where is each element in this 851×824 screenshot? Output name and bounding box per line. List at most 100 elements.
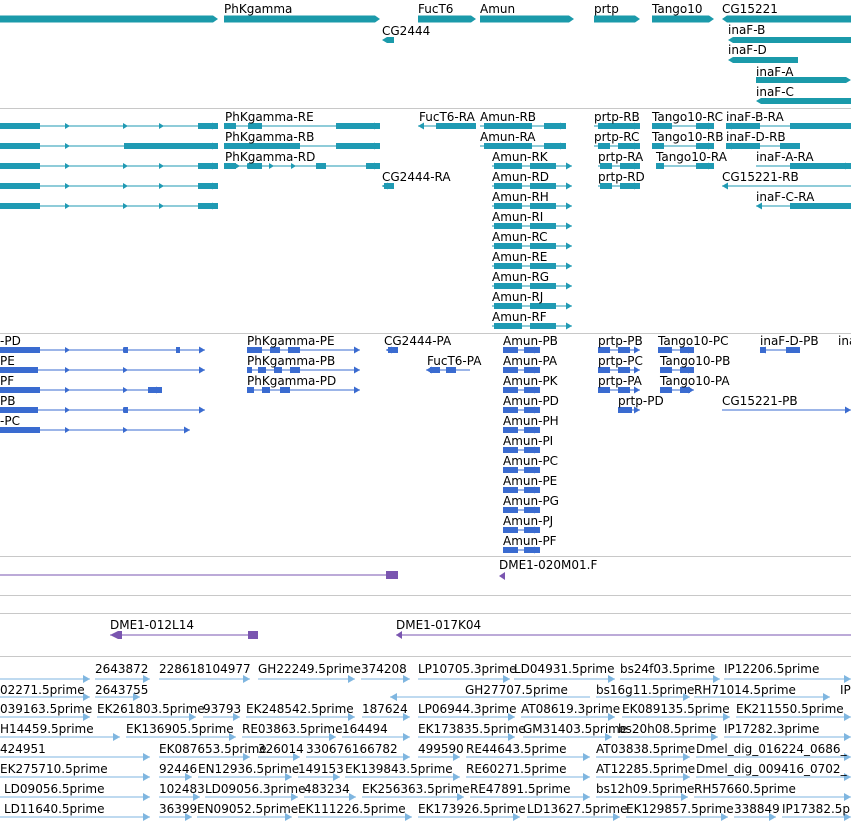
est-label[interactable]: IP12206.5prime: [724, 662, 820, 676]
est-label[interactable]: EK129857.5prime: [626, 802, 734, 816]
transcript-arrow[interactable]: [65, 123, 70, 129]
est-label[interactable]: 326014: [258, 742, 304, 756]
protein-label[interactable]: prtp-PA: [598, 374, 642, 388]
est-label[interactable]: LD09056.5prime: [4, 782, 105, 796]
protein-arrow[interactable]: [634, 406, 640, 414]
transcript-label[interactable]: inaF-D-RB: [726, 130, 786, 144]
gene-label[interactable]: Tango10: [652, 2, 703, 16]
transcript-exon[interactable]: [780, 143, 800, 149]
transcript-exon[interactable]: [0, 123, 40, 129]
transcript-arrow[interactable]: [560, 142, 566, 150]
gene-label[interactable]: CG2444: [382, 24, 431, 38]
transcript-exon[interactable]: [530, 263, 556, 269]
est-label[interactable]: RE03863.5prime: [242, 722, 343, 736]
est-glyph[interactable]: [390, 693, 397, 701]
est-glyph[interactable]: [683, 773, 690, 781]
transcript-exon[interactable]: [620, 183, 640, 189]
transcript-label[interactable]: PhKgamma-RB: [225, 130, 315, 144]
transcript-arrow[interactable]: [123, 183, 128, 189]
transcript-arrow[interactable]: [235, 163, 240, 169]
protein-label[interactable]: CG15221-PB: [722, 394, 798, 408]
est-glyph[interactable]: [243, 675, 250, 683]
protein-arrow[interactable]: [688, 366, 694, 374]
est-glyph[interactable]: [608, 713, 615, 721]
transcript-label[interactable]: FucT6-RA: [419, 110, 475, 124]
est-glyph[interactable]: [711, 733, 718, 741]
transcript-arrow[interactable]: [212, 182, 218, 190]
est-label[interactable]: EN12936.5prime: [198, 762, 300, 776]
protein-label[interactable]: -PD: [0, 334, 21, 348]
transcript-label[interactable]: CG2444-RA: [382, 170, 451, 184]
protein-label[interactable]: Amun-PD: [503, 394, 559, 408]
transcript-exon[interactable]: [248, 123, 262, 129]
transcript-arrow[interactable]: [374, 122, 380, 130]
est-label[interactable]: AT12285.5prime: [596, 762, 696, 776]
protein-arrow[interactable]: [65, 387, 70, 393]
transcript-exon[interactable]: [600, 163, 612, 169]
est-label[interactable]: EK248542.5prime: [246, 702, 354, 716]
est-label[interactable]: LD04931.5prime: [514, 662, 615, 676]
est-label[interactable]: 149153: [298, 762, 344, 776]
protein-arrow[interactable]: [760, 346, 766, 354]
est-label[interactable]: Dmel_dig_016224_0686_: [696, 742, 847, 756]
protein-arrow[interactable]: [354, 366, 360, 374]
protein-arrow[interactable]: [534, 526, 540, 534]
transcript-label[interactable]: prtp-RB: [594, 110, 640, 124]
est-glyph[interactable]: [143, 675, 150, 683]
transcript-exon[interactable]: [530, 303, 556, 309]
protein-exon[interactable]: [524, 367, 540, 373]
transcript-exon[interactable]: [366, 163, 380, 169]
transcript-exon[interactable]: [656, 163, 664, 169]
transcript-exon[interactable]: [198, 183, 218, 189]
est-glyph[interactable]: [403, 675, 410, 683]
est-label[interactable]: 92446: [159, 762, 198, 776]
protein-exon[interactable]: [290, 367, 300, 373]
transcript-exon[interactable]: [0, 143, 40, 149]
est-label[interactable]: bs16g11.5prime: [596, 683, 695, 697]
est-glyph[interactable]: [681, 793, 688, 801]
est-label[interactable]: 102483: [159, 782, 205, 796]
transcript-exon[interactable]: [600, 183, 612, 189]
transcript-exon[interactable]: [790, 163, 851, 169]
transcript-arrow[interactable]: [756, 202, 762, 210]
protein-arrow[interactable]: [634, 346, 640, 354]
est-glyph[interactable]: [844, 773, 851, 781]
protein-label[interactable]: Amun-PC: [503, 454, 559, 468]
protein-arrow[interactable]: [534, 366, 540, 374]
protein-arrow[interactable]: [534, 406, 540, 414]
est-label[interactable]: 039163.5prime: [0, 702, 93, 716]
transcript-label[interactable]: Amun-RD: [492, 170, 550, 184]
est-glyph[interactable]: [508, 733, 515, 741]
transcript-arrow[interactable]: [566, 202, 572, 210]
gene-bar[interactable]: [418, 15, 476, 23]
est-label[interactable]: 228618104977: [159, 662, 251, 676]
transcript-exon[interactable]: [0, 183, 40, 189]
protein-arrow[interactable]: [123, 347, 128, 353]
gene-bar[interactable]: [652, 15, 714, 23]
est-glyph[interactable]: [143, 773, 150, 781]
protein-label[interactable]: PhKgamma-PD: [247, 374, 337, 388]
est-label[interactable]: GH22249.5prime: [258, 662, 361, 676]
transcript-exon[interactable]: [436, 123, 476, 129]
transcript-arrow[interactable]: [123, 123, 128, 129]
est-glyph[interactable]: [333, 773, 340, 781]
transcript-arrow[interactable]: [634, 162, 640, 170]
transcript-arrow[interactable]: [566, 162, 572, 170]
est-glyph[interactable]: [503, 675, 510, 683]
transcript-arrow[interactable]: [566, 182, 572, 190]
transcript-arrow[interactable]: [634, 182, 640, 190]
est-label[interactable]: LD13627.5prime: [527, 802, 628, 816]
transcript-exon[interactable]: [696, 123, 714, 129]
protein-label[interactable]: PF: [0, 374, 15, 388]
est-glyph[interactable]: [83, 693, 90, 701]
est-glyph[interactable]: [348, 675, 355, 683]
est-label[interactable]: EK211550.5prime: [736, 702, 844, 716]
transcript-exon[interactable]: [494, 323, 522, 329]
protein-exon[interactable]: [388, 347, 398, 353]
protein-label[interactable]: prtp-PC: [598, 354, 643, 368]
gene-bar[interactable]: [0, 15, 218, 23]
transcript-exon[interactable]: [494, 243, 522, 249]
est-label[interactable]: LP06944.3prime: [418, 702, 517, 716]
transcript-exon[interactable]: [484, 123, 532, 129]
est-label[interactable]: RE47891.5prime: [470, 782, 571, 796]
